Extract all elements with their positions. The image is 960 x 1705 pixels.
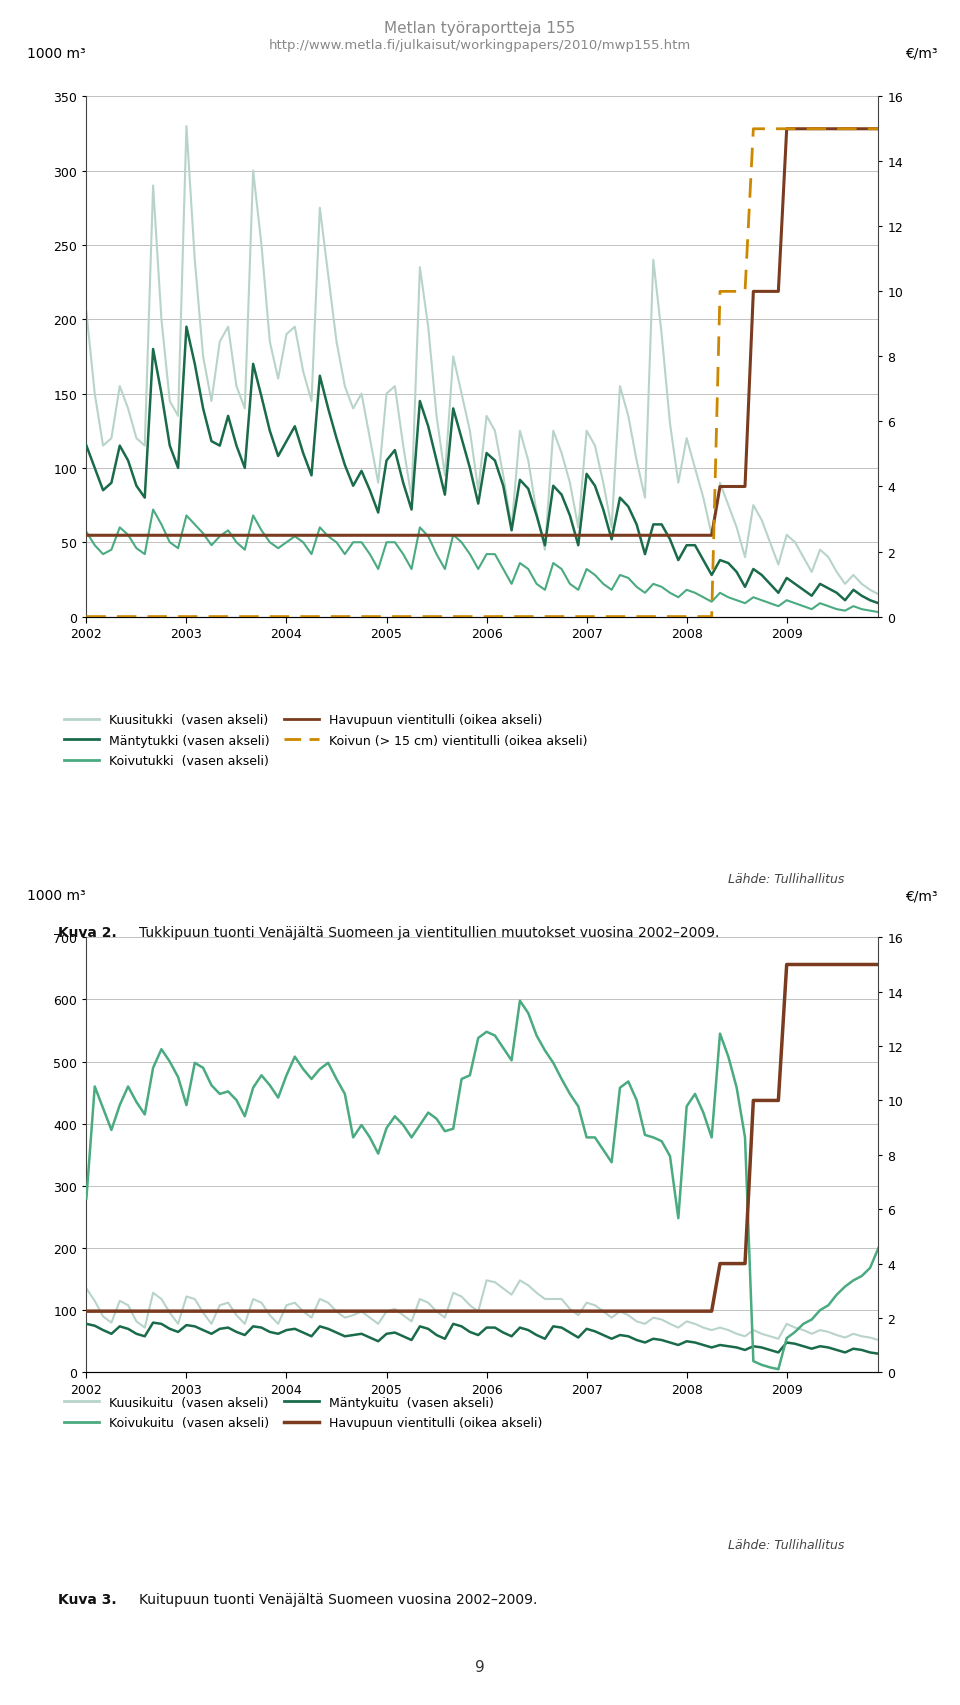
Text: Tukkipuun tuonti Venäjältä Suomeen ja vientitullien muutokset vuosina 2002–2009.: Tukkipuun tuonti Venäjältä Suomeen ja vi… xyxy=(139,926,720,939)
Text: €/m³: €/m³ xyxy=(905,888,938,904)
Text: €/m³: €/m³ xyxy=(905,46,938,61)
Legend: Kuusikuitu  (vasen akseli), Koivukuitu  (vasen akseli), Mäntykuitu  (vasen aksel: Kuusikuitu (vasen akseli), Koivukuitu (v… xyxy=(64,1396,542,1429)
Text: Kuva 3.: Kuva 3. xyxy=(58,1592,116,1606)
Text: Kuitupuun tuonti Venäjältä Suomeen vuosina 2002–2009.: Kuitupuun tuonti Venäjältä Suomeen vuosi… xyxy=(139,1592,538,1606)
Text: Kuva 2.: Kuva 2. xyxy=(58,926,116,939)
Text: Lähde: Tullihallitus: Lähde: Tullihallitus xyxy=(729,873,845,887)
Text: 1000 m³: 1000 m³ xyxy=(27,46,85,61)
Legend: Kuusitukki  (vasen akseli), Mäntytukki (vasen akseli), Koivutukki  (vasen akseli: Kuusitukki (vasen akseli), Mäntytukki (v… xyxy=(64,714,588,767)
Text: Metlan työraportteja 155: Metlan työraportteja 155 xyxy=(384,20,576,36)
Text: 9: 9 xyxy=(475,1659,485,1674)
Text: http://www.metla.fi/julkaisut/workingpapers/2010/mwp155.htm: http://www.metla.fi/julkaisut/workingpap… xyxy=(269,39,691,53)
Text: 1000 m³: 1000 m³ xyxy=(27,888,85,904)
Text: Lähde: Tullihallitus: Lähde: Tullihallitus xyxy=(729,1538,845,1552)
